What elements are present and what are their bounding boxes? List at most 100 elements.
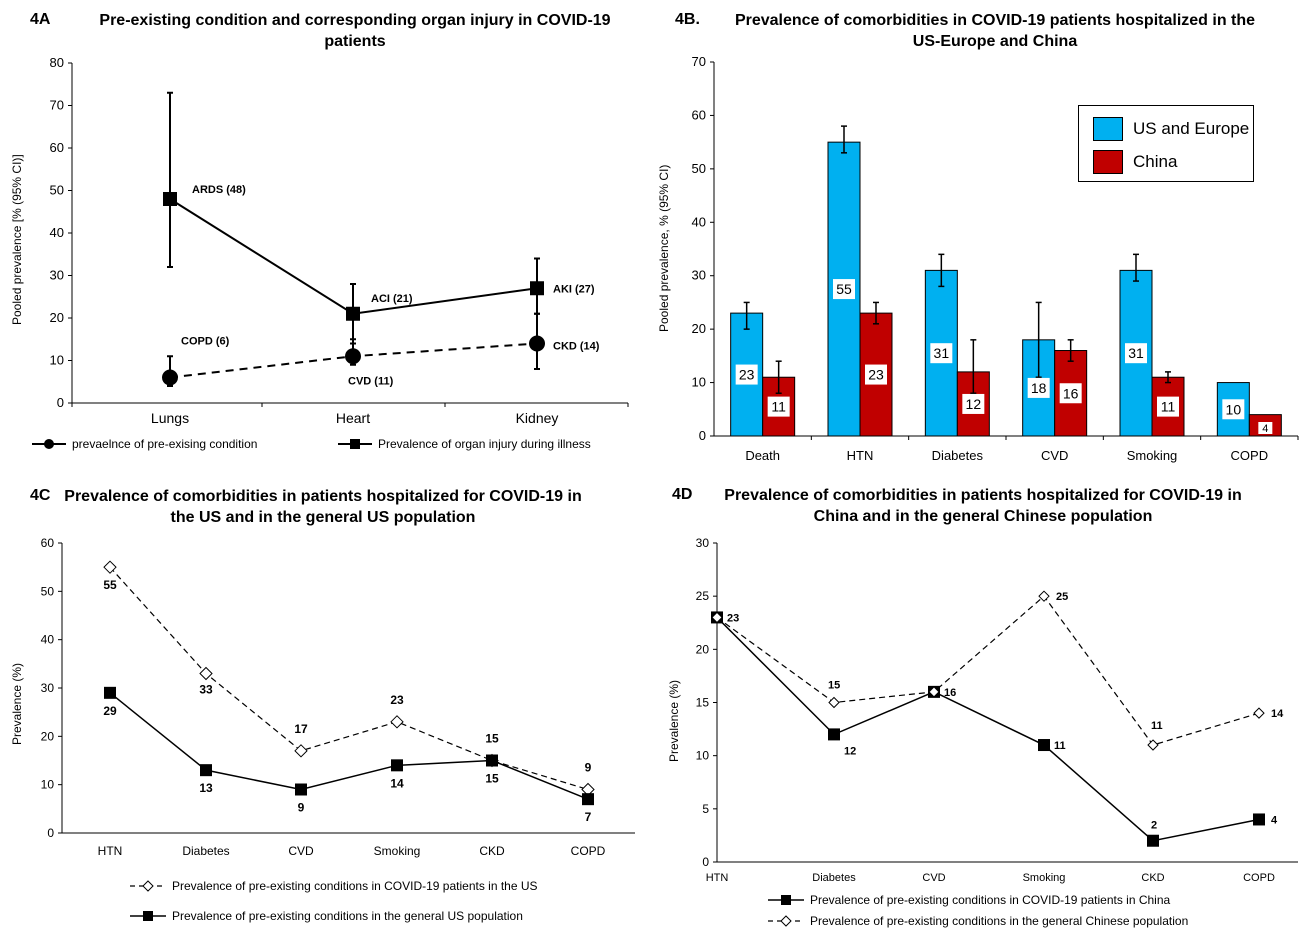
data-label-bg [1157, 396, 1179, 417]
y-tick-label: 5 [702, 802, 709, 816]
data-point [1147, 834, 1159, 847]
data-point [928, 686, 940, 698]
y-tick-label: 50 [41, 584, 55, 598]
y-tick-label: 25 [696, 589, 710, 603]
data-label-bg [767, 396, 790, 417]
panel-tag: 4D [672, 486, 693, 503]
x-tick-label: COPD [1231, 448, 1269, 463]
data-label: 16 [944, 687, 956, 699]
data-label: 23 [390, 693, 404, 707]
x-tick-label: Diabetes [812, 872, 856, 884]
data-point [295, 783, 307, 796]
data-point [1038, 739, 1050, 752]
y-tick-label: 0 [702, 855, 709, 869]
chart-title: Pre-existing condition and corresponding… [99, 12, 611, 50]
x-tick-label: CVD [1041, 448, 1068, 463]
data-point [486, 754, 498, 767]
data-label: 11 [771, 399, 786, 415]
data-point [530, 281, 544, 296]
y-tick-label: 10 [41, 778, 55, 792]
legend-label: China [1133, 152, 1178, 171]
data-label: CVD (11) [348, 375, 394, 387]
panel-4b: 4B. Prevalence of comorbidities in COVID… [650, 0, 1303, 470]
legend-item-precondition: prevaelnce of pre-exising condition [32, 437, 257, 451]
data-point [711, 611, 723, 624]
y-tick-label: 10 [696, 749, 710, 763]
y-tick-label: 30 [692, 268, 706, 283]
x-tick-label: Diabetes [182, 844, 229, 858]
y-tick-label: 30 [41, 681, 55, 695]
legend: US and Europe China [1078, 105, 1254, 182]
y-tick-label: 40 [41, 633, 55, 647]
data-label: ARDS (48) [192, 184, 246, 196]
x-tick-label: CVD [288, 844, 314, 858]
series-line-covid-china [716, 616, 1260, 842]
y-tick-label: 50 [692, 161, 706, 176]
series-line-general-china [716, 595, 1260, 746]
data-label: 23 [727, 612, 739, 624]
data-label: 7 [585, 810, 592, 824]
data-label: 29 [103, 704, 117, 718]
data-point [582, 793, 594, 806]
data-point [163, 192, 177, 206]
y-tick-label: 30 [696, 536, 710, 550]
data-label: 14 [1271, 708, 1284, 720]
x-tick-label: HTN [98, 844, 123, 858]
data-label-bg [1027, 377, 1050, 398]
panel-4d: 4D Prevalence of comorbidities in patien… [650, 470, 1303, 928]
series-line-covid-us [109, 566, 589, 791]
legend-item-general-us: Prevalence of pre-existing conditions in… [130, 909, 523, 923]
y-tick-label: 70 [50, 98, 64, 113]
data-point [828, 696, 840, 709]
data-point [391, 759, 403, 772]
data-point [1147, 739, 1159, 751]
chart-4d: 0 5 10 15 20 25 30 HTN Diabetes CVD Smoking CKD COPD… [696, 536, 1298, 884]
data-label-bg [962, 393, 985, 414]
y-tick-label: 20 [41, 729, 55, 743]
data-label: 18 [1031, 380, 1047, 396]
data-label: 55 [103, 578, 117, 592]
y-tick-label: 60 [50, 140, 64, 155]
data-point [390, 715, 404, 729]
legend-label: Prevalence of pre-existing conditions in… [810, 914, 1189, 928]
data-label: 55 [836, 281, 852, 297]
data-point [1253, 813, 1265, 826]
data-label: 10 [1226, 401, 1242, 417]
data-point [529, 335, 545, 352]
data-label: 4 [1262, 423, 1268, 435]
y-tick-label: 10 [692, 375, 706, 390]
chart-4a: 0 10 20 30 40 50 60 70 80 Lungs Heart Kidney COPD (6… [50, 55, 629, 426]
data-point [162, 369, 178, 386]
data-point [199, 666, 213, 681]
data-label-bg [865, 364, 887, 385]
y-tick-label: 70 [692, 54, 706, 69]
y-tick-label: 20 [696, 642, 710, 656]
y-tick-label: 10 [50, 353, 64, 368]
panel-tag: 4C [30, 487, 51, 504]
data-point [346, 306, 360, 321]
chart-title: Prevalence of comorbidities in patients … [724, 487, 1242, 525]
y-tick-label: 40 [50, 225, 64, 240]
data-point [104, 686, 116, 699]
legend-label: Prevalence of pre-existing conditions in… [172, 909, 523, 923]
chart-4b: 0 10 20 30 40 50 60 70 Death 23 11 HTN 55 23 Diabetes 3… [692, 54, 1299, 463]
data-label: 23 [868, 367, 884, 383]
panel-4a: 4A Pre-existing condition and correspond… [0, 0, 650, 470]
data-label: 12 [966, 396, 982, 412]
data-label: 14 [390, 776, 404, 790]
data-label: 9 [585, 761, 592, 775]
legend-item-organ-injury: Prevalence of organ injury during illnes… [338, 437, 591, 451]
legend-label: Prevalence of organ injury during illnes… [378, 437, 591, 451]
legend-item-general-china: Prevalence of pre-existing conditions in… [768, 914, 1188, 928]
data-label: 31 [1128, 345, 1144, 361]
y-tick-label: 20 [50, 310, 64, 325]
data-label-bg [735, 364, 758, 385]
legend-item-covid-us: Prevalence of pre-existing conditions in… [130, 879, 538, 893]
y-tick-label: 60 [692, 107, 706, 122]
data-label: 17 [294, 722, 308, 736]
data-label: COPD (6) [181, 336, 230, 348]
y-tick-label: 0 [47, 826, 54, 840]
data-label: 11 [1161, 399, 1176, 415]
legend-swatch-us [1093, 117, 1123, 141]
y-tick-label: 40 [692, 214, 706, 229]
